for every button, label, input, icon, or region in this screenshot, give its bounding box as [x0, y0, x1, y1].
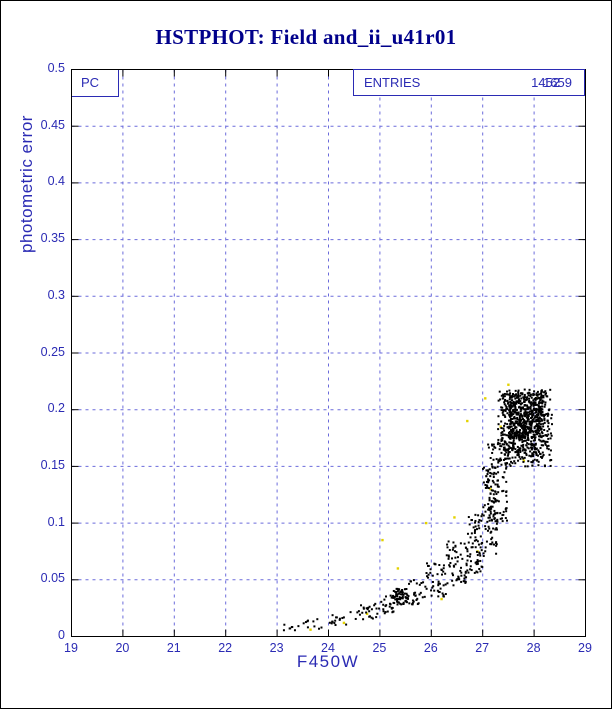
chart-title: HSTPHOT: Field and_ii_u41r01 — [155, 25, 457, 49]
entries-value-primary: 1452 — [531, 75, 560, 90]
x-tick-label: 29 — [578, 641, 592, 655]
detector-label-box: PC — [72, 70, 119, 97]
entries-label: ENTRIES — [364, 75, 421, 90]
y-tick-label: 0.1 — [47, 514, 65, 529]
x-axis-label: F450W — [296, 652, 360, 671]
x-tick-label: 21 — [166, 641, 181, 655]
x-tick-label: 19 — [64, 641, 78, 655]
y-tick-label: 0.3 — [47, 287, 65, 302]
x-tick-label: 27 — [475, 641, 490, 655]
y-tick-label: 0.15 — [40, 457, 65, 472]
grid-lines — [71, 69, 586, 637]
y-tick-label: 0.35 — [40, 231, 65, 246]
detector-label: PC — [81, 75, 100, 90]
x-tick-label: 20 — [115, 641, 130, 655]
primary-black-points — [282, 388, 554, 632]
y-tick-label: 0.5 — [47, 61, 65, 75]
x-tick-label: 28 — [526, 641, 541, 655]
y-tick-label: 0.4 — [47, 174, 65, 189]
y-tick-label: 0.05 — [40, 571, 65, 586]
scatter-plot-area — [71, 69, 586, 637]
plot-frame-and-ticks — [71, 69, 586, 637]
x-tick-label: 25 — [372, 641, 387, 655]
x-tick-label: 23 — [269, 641, 284, 655]
x-tick-label: 26 — [423, 641, 438, 655]
entries-stat-box: ENTRIES 1452 1659 — [353, 69, 585, 96]
x-tick-label: 22 — [218, 641, 233, 655]
y-tick-label: 0.45 — [40, 117, 65, 132]
secondary-yellow-points — [309, 383, 538, 631]
entries-value-overlap: 1659 — [543, 75, 572, 90]
y-tick-label: 0.25 — [40, 344, 65, 359]
y-tick-label: 0.2 — [47, 401, 65, 416]
y-tick-label: 0 — [58, 628, 65, 642]
x-tick-label: 24 — [321, 641, 335, 655]
